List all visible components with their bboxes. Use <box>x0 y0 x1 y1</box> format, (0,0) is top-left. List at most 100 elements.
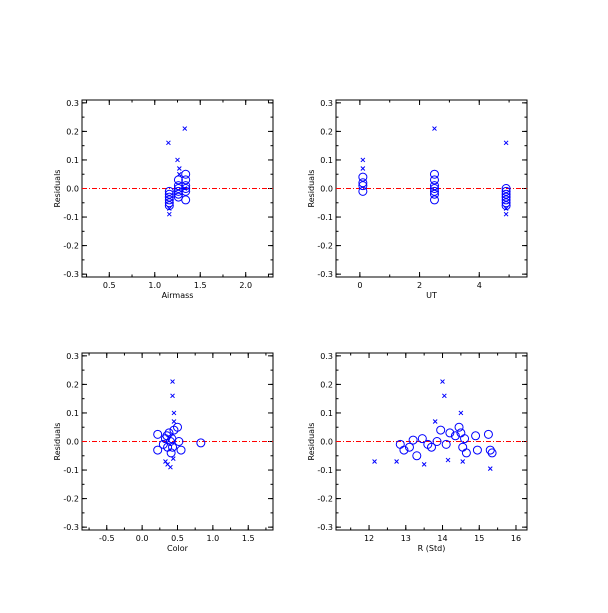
data-point-x <box>171 410 177 416</box>
x-marker-stroke <box>176 166 182 171</box>
chart-panel-1: -0.3 -0.2 -0.1 0.0 0.1 0.2 0.3 0.5 1.0 1.5 2.0 Airm… <box>53 99 274 300</box>
y-tick-label: 0.0 <box>320 438 333 447</box>
data-point-circle <box>164 189 174 199</box>
data-point-x <box>182 126 188 131</box>
x-axis-label: UT <box>426 291 437 300</box>
x-marker-stroke <box>171 410 177 416</box>
data-point-x <box>432 419 438 424</box>
x-marker-stroke <box>432 419 438 424</box>
data-point-circle <box>164 195 174 205</box>
y-axis-label: Residuals <box>53 170 62 208</box>
data-point-x <box>168 464 173 470</box>
x-marker-stroke <box>394 459 399 464</box>
x-marker-stroke <box>445 457 451 463</box>
data-point-circle <box>412 451 422 461</box>
data-point-circle <box>487 448 497 458</box>
data-point-x <box>182 186 188 191</box>
y-tick-label: -0.1 <box>63 466 79 475</box>
data-point-circle <box>408 435 418 445</box>
y-tick-label: 0.2 <box>66 127 79 136</box>
data-point-circle <box>358 178 368 188</box>
x-marker-stroke <box>170 456 176 461</box>
data-point-circle <box>164 186 174 196</box>
x-tick-label: 14 <box>437 534 447 543</box>
data-point-circle <box>429 184 439 193</box>
y-axis-label: Residuals <box>307 423 316 461</box>
data-point-circle <box>450 431 460 441</box>
x-marker-stroke <box>165 461 170 467</box>
y-tick-label: 0.2 <box>320 380 333 389</box>
x-marker-stroke <box>503 140 509 146</box>
data-point-circle <box>436 425 446 435</box>
data-point-circle <box>501 186 511 196</box>
x-marker-stroke <box>166 140 171 146</box>
data-point-x <box>394 459 399 464</box>
y-tick-label: 0.2 <box>66 380 79 389</box>
data-point-circle <box>485 445 495 455</box>
data-point-circle <box>501 184 511 193</box>
x-marker-stroke <box>175 157 180 163</box>
data-point-circle <box>445 428 455 438</box>
data-point-x <box>163 459 168 464</box>
data-point-x <box>421 461 427 467</box>
x-axis-label: Airmass <box>162 291 194 300</box>
data-point-circle <box>404 442 414 452</box>
data-point-circle <box>174 437 184 446</box>
data-point-circle <box>472 445 482 455</box>
data-point-circle <box>181 195 191 205</box>
x-tick-label: 12 <box>364 534 374 543</box>
data-point-x <box>503 211 509 217</box>
y-tick-label: -0.2 <box>63 495 79 504</box>
y-tick-label: -0.1 <box>317 466 333 475</box>
data-point-x <box>166 211 172 217</box>
data-point-circle <box>461 448 471 458</box>
x-marker-stroke <box>487 466 493 471</box>
y-tick-label: -0.3 <box>317 523 333 532</box>
x-marker-stroke <box>360 166 366 171</box>
data-point-circle <box>153 445 163 455</box>
data-point-x <box>487 466 493 471</box>
data-point-circle <box>399 445 409 455</box>
x-marker-stroke <box>421 461 427 467</box>
y-tick-label: -0.3 <box>63 523 79 532</box>
data-point-x <box>445 457 451 463</box>
data-point-circle <box>429 189 439 199</box>
data-point-circle <box>501 189 511 199</box>
data-point-circle <box>429 195 439 205</box>
x-tick-label: 0.5 <box>103 281 116 290</box>
x-tick-label: 16 <box>511 534 521 543</box>
data-point-circle <box>454 422 464 432</box>
y-tick-label: 0.3 <box>66 352 79 361</box>
y-tick-label: 0.3 <box>320 99 333 108</box>
data-point-x <box>360 166 366 171</box>
x-marker-stroke <box>372 459 377 464</box>
data-point-circle <box>460 434 470 444</box>
data-point-x <box>170 456 176 461</box>
x-axis-label: R (Std) <box>418 544 446 553</box>
x-tick-label: 1.0 <box>148 281 161 290</box>
x-marker-stroke <box>171 419 177 424</box>
y-tick-label: -0.3 <box>63 270 79 279</box>
data-point-circle <box>168 442 178 452</box>
x-tick-label: -0.5 <box>99 534 115 543</box>
data-point-x <box>432 126 437 131</box>
data-point-circle <box>429 175 439 185</box>
y-tick-label: 0.0 <box>66 185 79 194</box>
x-marker-stroke <box>503 211 509 217</box>
x-tick-label: 0.5 <box>171 534 184 543</box>
x-marker-stroke <box>163 459 168 464</box>
data-point-x <box>440 379 445 384</box>
data-point-circle <box>358 181 368 191</box>
x-tick-label: 2 <box>417 281 422 290</box>
data-point-circle <box>429 186 439 196</box>
x-marker-stroke <box>170 393 175 399</box>
y-tick-label: 0.2 <box>320 127 333 136</box>
data-point-circle <box>417 434 427 444</box>
chart-panel-2: -0.3 -0.2 -0.1 0.0 0.1 0.2 0.3 0 2 4 UT Residuals <box>307 99 528 300</box>
data-point-x <box>175 157 180 163</box>
data-point-x <box>442 393 447 399</box>
x-tick-label: 13 <box>401 534 411 543</box>
y-tick-label: -0.1 <box>317 213 333 222</box>
y-tick-label: 0.1 <box>320 156 333 165</box>
